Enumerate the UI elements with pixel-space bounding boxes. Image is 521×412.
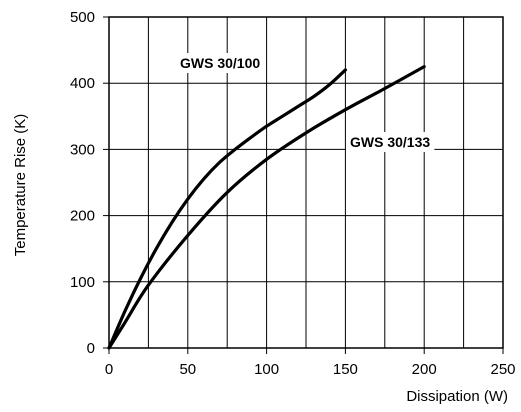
- y-tick-label: 0: [87, 340, 95, 357]
- y-tick-label: 100: [70, 274, 95, 291]
- plot-frame: [108, 16, 504, 349]
- series-label-gws-30-133: GWS 30/133: [350, 134, 430, 150]
- axis-layer: [103, 16, 504, 354]
- series-label-layer: GWS 30/100 GWS 30/133: [176, 53, 435, 152]
- series-label-background: [346, 132, 435, 152]
- x-tick-label: 100: [254, 361, 279, 378]
- series-label-gws-30-100: GWS 30/100: [180, 55, 260, 71]
- tick-label-layer: 0 50 100 150 200 250 0 100 200 300 400 500: [70, 9, 516, 378]
- x-tick-label: 0: [105, 361, 113, 378]
- x-axis-title: Dissipation (W): [406, 388, 508, 405]
- y-tick-label: 300: [70, 141, 95, 158]
- series-line-gws-30-133: [107, 65, 426, 350]
- y-axis-title: Temperature Rise (K): [12, 114, 29, 257]
- series-line-gws-30-100: [107, 68, 347, 350]
- grid-layer: [109, 17, 503, 348]
- y-tick-label: 200: [70, 208, 95, 225]
- series-label-background: [176, 53, 265, 73]
- series-layer: [107, 65, 426, 350]
- y-tick-label: 400: [70, 75, 95, 92]
- x-tick-label: 150: [333, 361, 358, 378]
- y-tick-label: 500: [70, 9, 95, 26]
- x-tick-label: 250: [490, 361, 515, 378]
- x-tick-label: 200: [412, 361, 437, 378]
- x-tick-label: 50: [179, 361, 196, 378]
